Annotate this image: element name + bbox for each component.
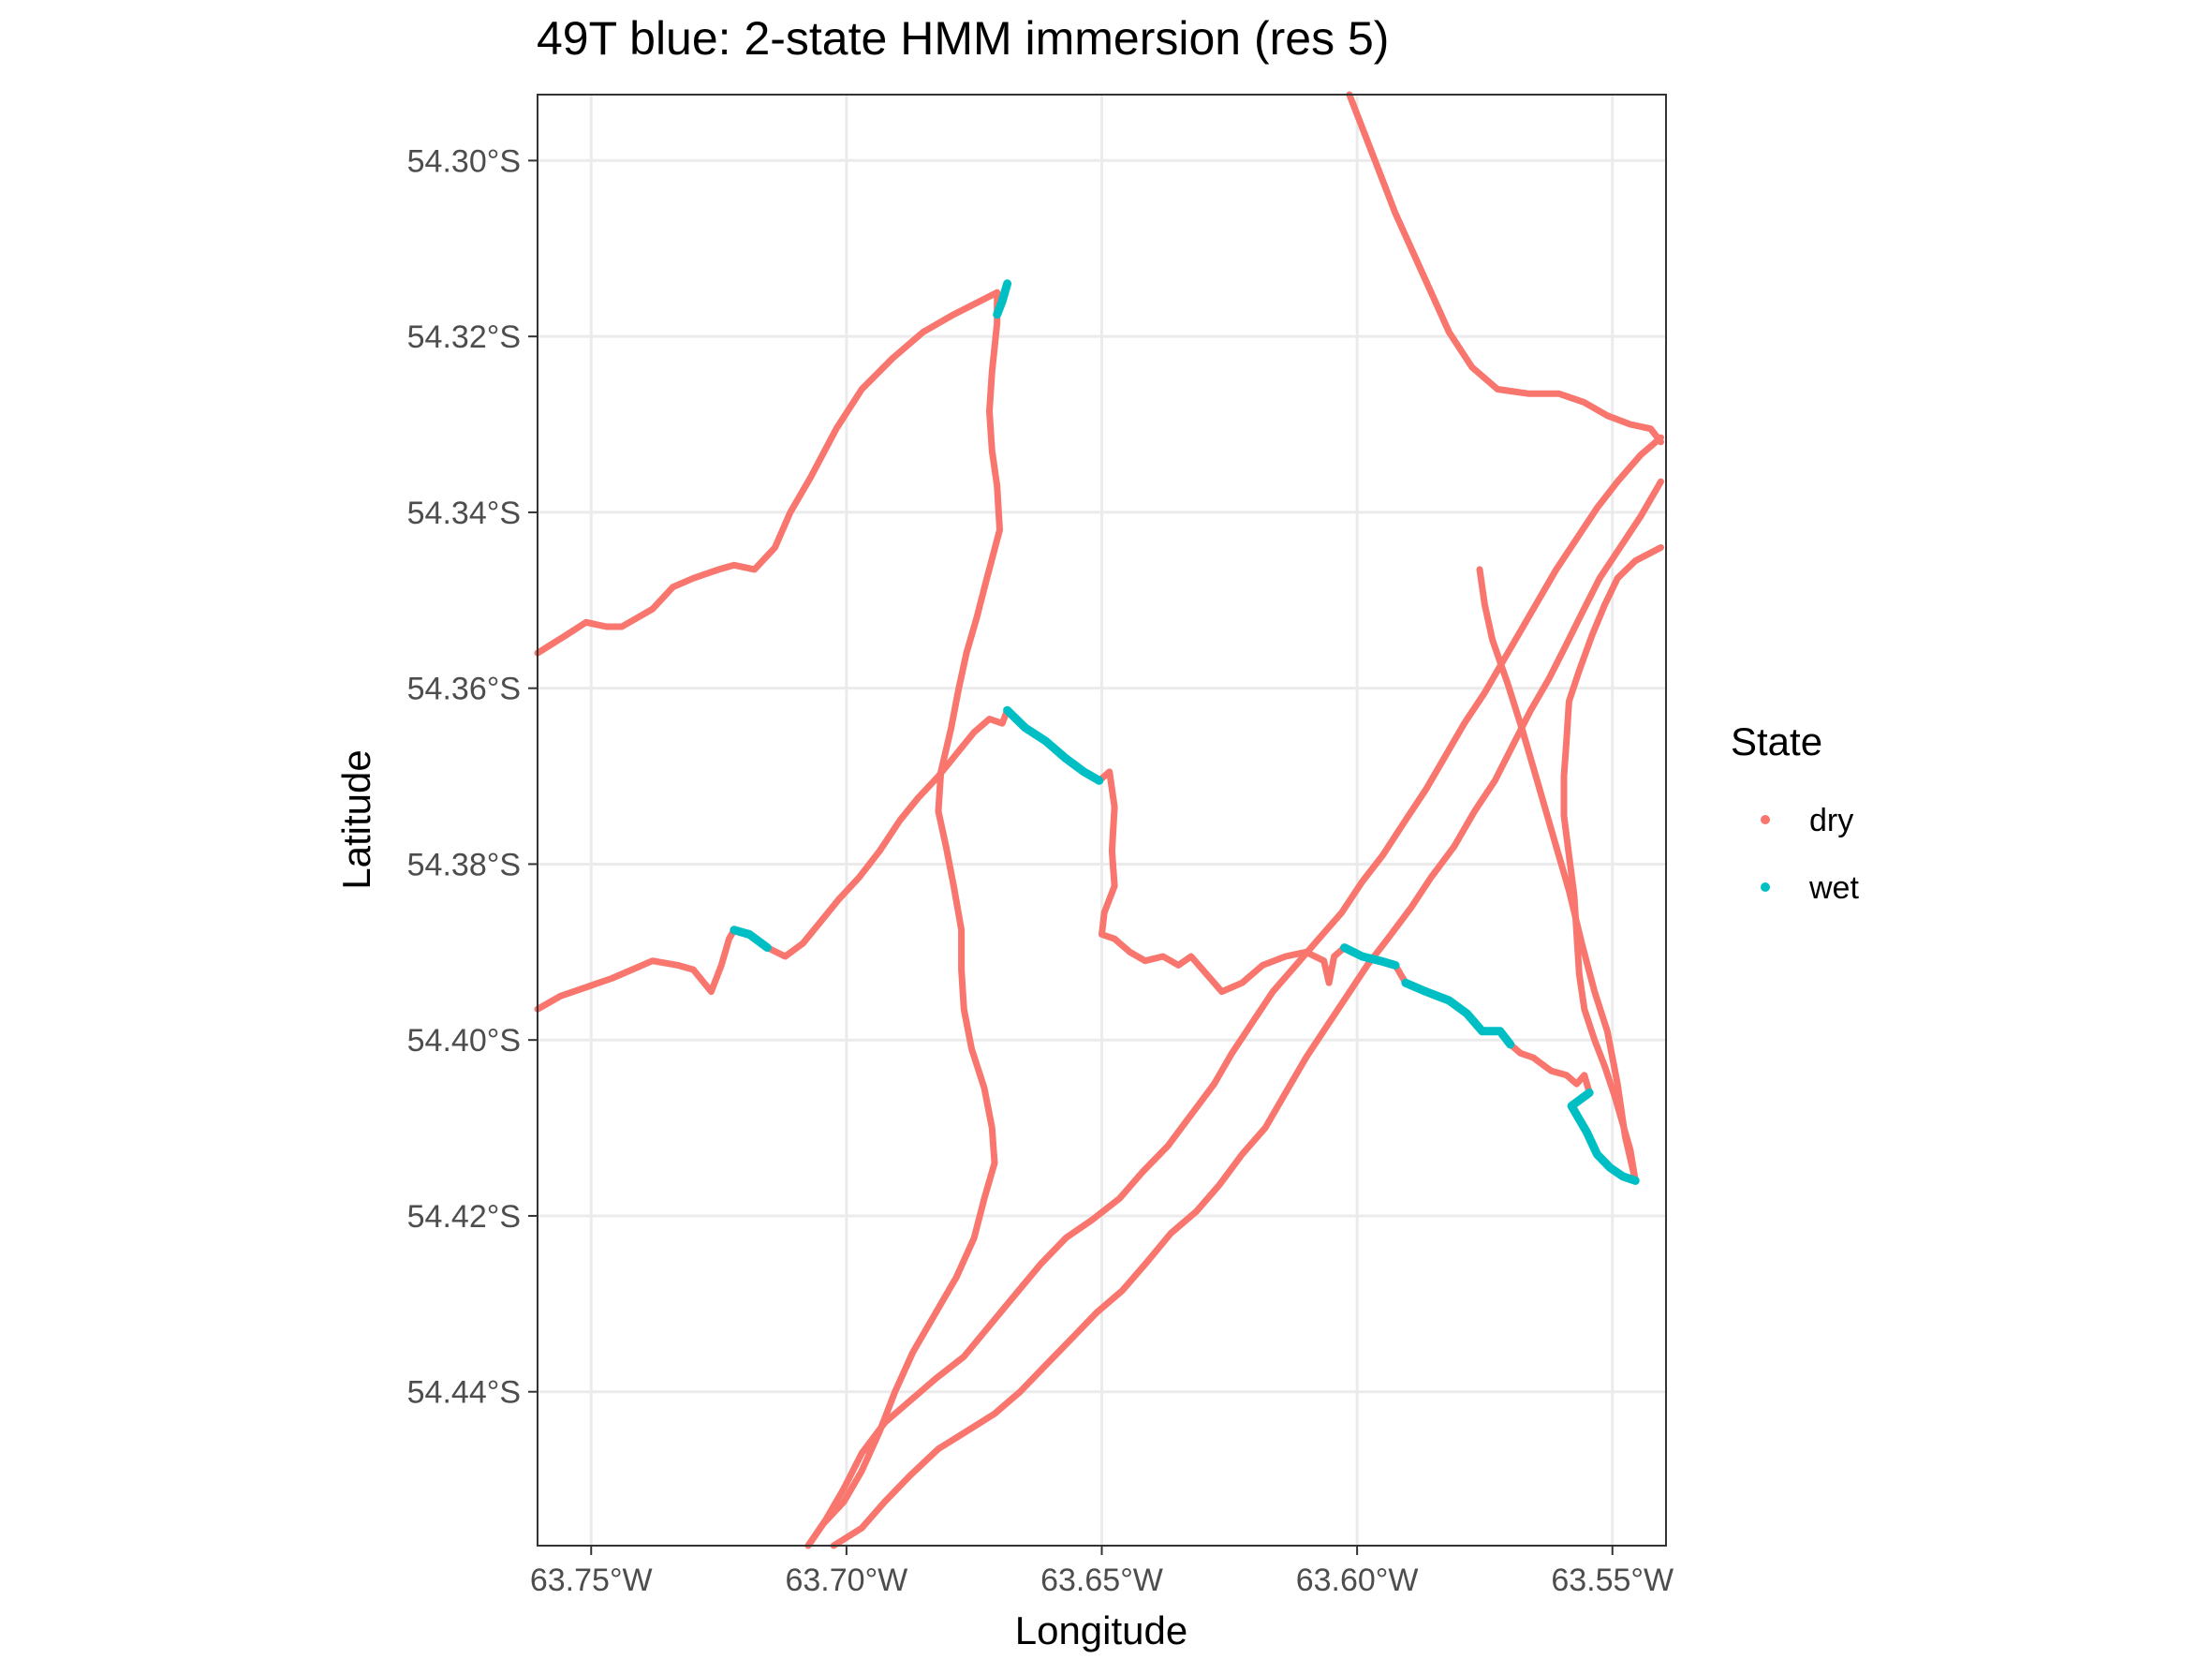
y-axis-title: Latitude [334, 749, 378, 889]
x-axis-title: Longitude [1015, 1608, 1188, 1652]
y-tick-label-4: 54.38°S [407, 847, 521, 882]
chart-title: 49T blue: 2-state HMM immersion (res 5) [537, 12, 1389, 65]
dry-track-6 [1529, 1054, 1593, 1096]
wet-track-4 [1401, 978, 1515, 1049]
legend: State dry wet [1731, 719, 1859, 906]
wet-track-0 [993, 279, 1012, 319]
y-tick-label-5: 54.40°S [407, 1023, 521, 1059]
dry-track-0 [534, 289, 1001, 657]
wet-track-5 [1567, 1089, 1640, 1185]
x-tick-label-4: 63.55°W [1551, 1563, 1674, 1598]
y-tick-label-1: 54.32°S [407, 319, 521, 355]
series-wet [730, 279, 1640, 1185]
y-axis: 54.30°S 54.32°S 54.34°S 54.36°S 54.38°S 54.40… [407, 143, 538, 1411]
wet-track-3 [1340, 943, 1400, 970]
x-axis: 63.75°W 63.70°W 63.65°W 63.60°W 63.55°W [530, 1546, 1674, 1598]
dry-track-1 [804, 289, 1003, 1549]
dry-track-3 [763, 706, 1011, 960]
y-tick-label-7: 54.44°S [407, 1375, 521, 1411]
dry-track-2 [534, 926, 738, 1013]
series-dry [534, 91, 1664, 1549]
wet-track-1 [730, 926, 772, 953]
x-tick-label-0: 63.75°W [530, 1563, 653, 1598]
dry-track-8 [1560, 544, 1664, 1184]
x-tick-label-3: 63.60°W [1296, 1563, 1419, 1598]
dry-track-10 [804, 434, 1664, 1549]
dry-track-12 [1346, 91, 1664, 446]
dry-track-4 [1096, 768, 1348, 996]
y-tick-label-6: 54.42°S [407, 1199, 521, 1235]
x-tick-label-1: 63.70°W [785, 1563, 907, 1598]
x-tick-label-2: 63.65°W [1040, 1563, 1163, 1598]
legend-title: State [1731, 719, 1822, 763]
grid [538, 95, 1666, 1546]
dry-track-7 [1507, 1041, 1537, 1061]
legend-key-dry [1761, 815, 1770, 824]
wet-track-2 [1003, 705, 1104, 785]
legend-label-dry: dry [1809, 803, 1853, 838]
data-layer [534, 91, 1664, 1549]
legend-label-wet: wet [1808, 870, 1859, 906]
dry-track-9 [1476, 566, 1639, 1184]
dry-track-11 [830, 478, 1664, 1549]
y-tick-label-2: 54.34°S [407, 496, 521, 531]
legend-key-wet [1761, 882, 1770, 892]
y-tick-label-3: 54.36°S [407, 672, 521, 707]
y-tick-label-0: 54.30°S [407, 143, 521, 179]
